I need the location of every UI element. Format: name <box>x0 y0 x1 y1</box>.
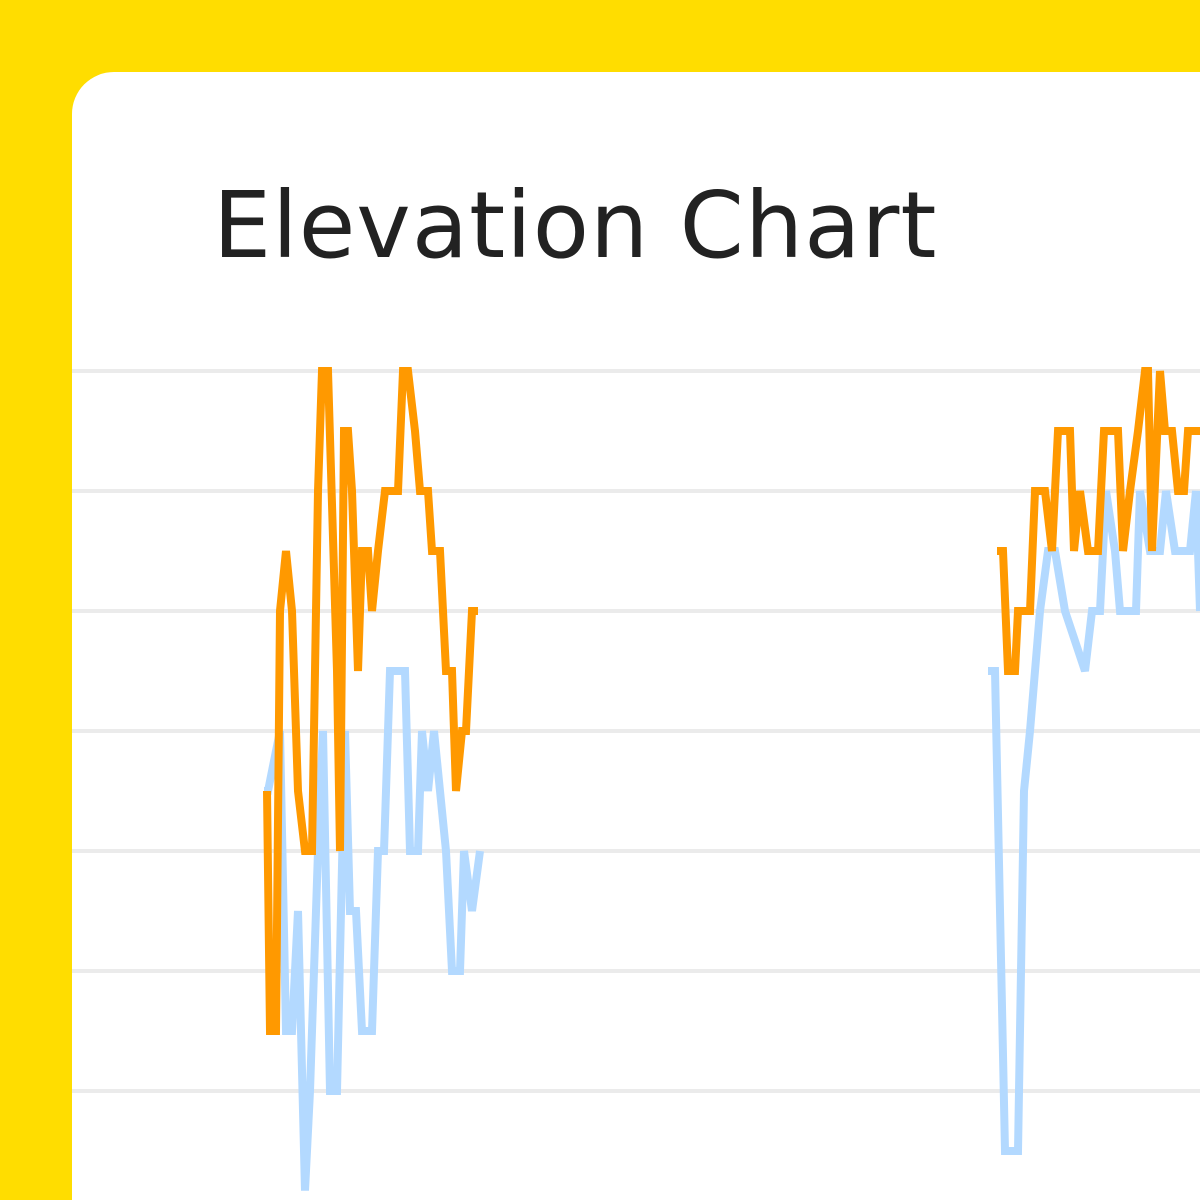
series-line-blue <box>264 667 484 1191</box>
series-line-orange <box>263 367 478 1035</box>
chart-card: Elevation Chart <box>72 72 1200 1200</box>
chart-title: Elevation Chart <box>213 172 938 279</box>
series-line-blue <box>988 490 1200 1155</box>
series-line-orange <box>997 367 1200 675</box>
